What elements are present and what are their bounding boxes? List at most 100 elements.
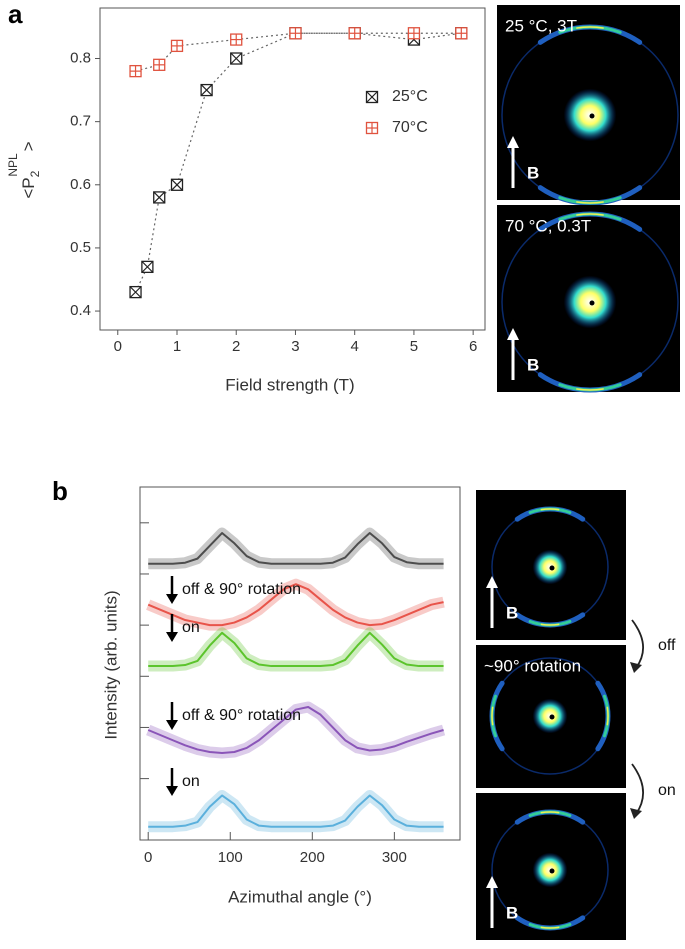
field-arrowhead bbox=[507, 136, 519, 148]
y-label-part: <P bbox=[19, 177, 38, 198]
data-point bbox=[141, 260, 154, 274]
x-tick-label: 1 bbox=[173, 338, 181, 355]
x-tick-label: 300 bbox=[382, 849, 407, 866]
marker-stroke bbox=[129, 286, 142, 299]
diffraction-arc bbox=[606, 706, 609, 726]
data-point bbox=[407, 27, 421, 40]
annotation-arrowhead bbox=[166, 632, 178, 642]
marker-stroke bbox=[141, 260, 154, 273]
beam-stop bbox=[549, 565, 555, 571]
y-axis-label: Intensity (arb. units) bbox=[101, 590, 120, 739]
x-tick-label: 5 bbox=[410, 338, 418, 355]
transition-label: off bbox=[658, 637, 676, 654]
diffraction-arc bbox=[540, 811, 560, 814]
y-label-sup: NPL bbox=[6, 153, 20, 177]
y-tick-label: 0.4 bbox=[70, 302, 91, 319]
scattering-image: ~90° rotation bbox=[476, 645, 626, 788]
annotation-arrowhead bbox=[166, 594, 178, 604]
transition-arrowhead bbox=[630, 808, 642, 819]
transition: on bbox=[630, 763, 676, 819]
annotation-arrowhead bbox=[166, 720, 178, 730]
x-axis-label: Azimuthal angle (°) bbox=[228, 887, 372, 906]
transition-arrow bbox=[631, 619, 644, 669]
diffraction-arc bbox=[540, 508, 560, 511]
legend-label: 70°C bbox=[392, 119, 428, 136]
diffraction-arc bbox=[540, 926, 560, 929]
marker-stroke bbox=[200, 84, 213, 97]
x-axis-label: Field strength (T) bbox=[225, 375, 354, 394]
plot-frame bbox=[139, 486, 461, 841]
field-label: B bbox=[527, 355, 539, 374]
marker-stroke bbox=[153, 191, 166, 204]
annotation-label: off & 90° rotation bbox=[182, 581, 301, 598]
annotation-label: on bbox=[182, 773, 200, 790]
marker-stroke bbox=[171, 178, 183, 191]
data-point bbox=[230, 52, 243, 65]
trend-line bbox=[134, 32, 462, 293]
field-arrowhead bbox=[486, 876, 498, 888]
transition: off bbox=[630, 619, 676, 673]
annotation-arrowhead bbox=[166, 786, 178, 796]
y-label-part: > bbox=[19, 141, 38, 151]
data-point bbox=[170, 39, 184, 53]
field-label: B bbox=[527, 163, 539, 182]
x-tick-label: 2 bbox=[232, 338, 240, 355]
legend-entry: 70°C bbox=[365, 119, 428, 136]
plot-frame bbox=[99, 7, 486, 331]
diffraction-arc bbox=[576, 201, 604, 204]
fit-line bbox=[148, 794, 444, 828]
annotation: on bbox=[166, 768, 200, 796]
scattering-image: B bbox=[476, 490, 626, 640]
transition-arrowhead bbox=[630, 662, 642, 673]
panel-label: b bbox=[52, 476, 68, 506]
y-tick-label: 0.8 bbox=[70, 49, 91, 66]
beam-stop bbox=[549, 714, 555, 720]
fit-line bbox=[147, 583, 444, 627]
annotation: off & 90° rotation bbox=[166, 702, 301, 730]
image-label: ~90° rotation bbox=[484, 656, 581, 675]
transition-arrow bbox=[631, 763, 644, 815]
legend-entry: 25°C bbox=[365, 88, 428, 105]
x-tick-label: 4 bbox=[351, 338, 359, 355]
data-point bbox=[129, 64, 142, 78]
data-point bbox=[129, 285, 142, 299]
diffraction-arc bbox=[491, 706, 494, 726]
annotation: off & 90° rotation bbox=[166, 576, 301, 604]
annotation-label: off & 90° rotation bbox=[182, 707, 301, 724]
legend-label: 25°C bbox=[392, 88, 428, 105]
panel-label: a bbox=[8, 0, 23, 29]
data-point bbox=[455, 27, 468, 40]
fit-line bbox=[148, 532, 444, 565]
data-point bbox=[289, 27, 302, 40]
transition-label: on bbox=[658, 782, 676, 799]
field-label: B bbox=[506, 603, 518, 622]
beam-stop bbox=[549, 868, 555, 874]
annotation: on bbox=[166, 614, 200, 642]
fit-line bbox=[147, 705, 444, 755]
field-arrowhead bbox=[486, 576, 498, 588]
data-point bbox=[200, 83, 213, 97]
x-tick-label: 3 bbox=[291, 338, 299, 355]
diffraction-arc bbox=[576, 388, 604, 391]
diffraction-arc bbox=[576, 26, 604, 29]
data-point bbox=[153, 58, 166, 71]
y-tick-label: 0.5 bbox=[70, 239, 91, 256]
scattering-image: B 70 °C, 0.3T bbox=[497, 205, 680, 393]
y-tick-label: 0.6 bbox=[70, 176, 91, 193]
image-label: 25 °C, 3T bbox=[505, 16, 577, 35]
field-label: B bbox=[506, 903, 518, 922]
data-point bbox=[348, 27, 361, 40]
fit-line bbox=[148, 631, 444, 668]
field-arrowhead bbox=[507, 328, 519, 340]
diffraction-arc bbox=[540, 623, 560, 626]
y-axis-label: <P2 NPL > bbox=[6, 141, 42, 198]
data-point bbox=[170, 178, 184, 191]
marker-stroke bbox=[230, 52, 243, 65]
beam-stop bbox=[589, 300, 595, 306]
scattering-image: B bbox=[476, 793, 626, 940]
diffraction-arc bbox=[576, 213, 604, 216]
marker-stroke bbox=[366, 91, 378, 103]
image-label: 70 °C, 0.3T bbox=[505, 216, 591, 235]
